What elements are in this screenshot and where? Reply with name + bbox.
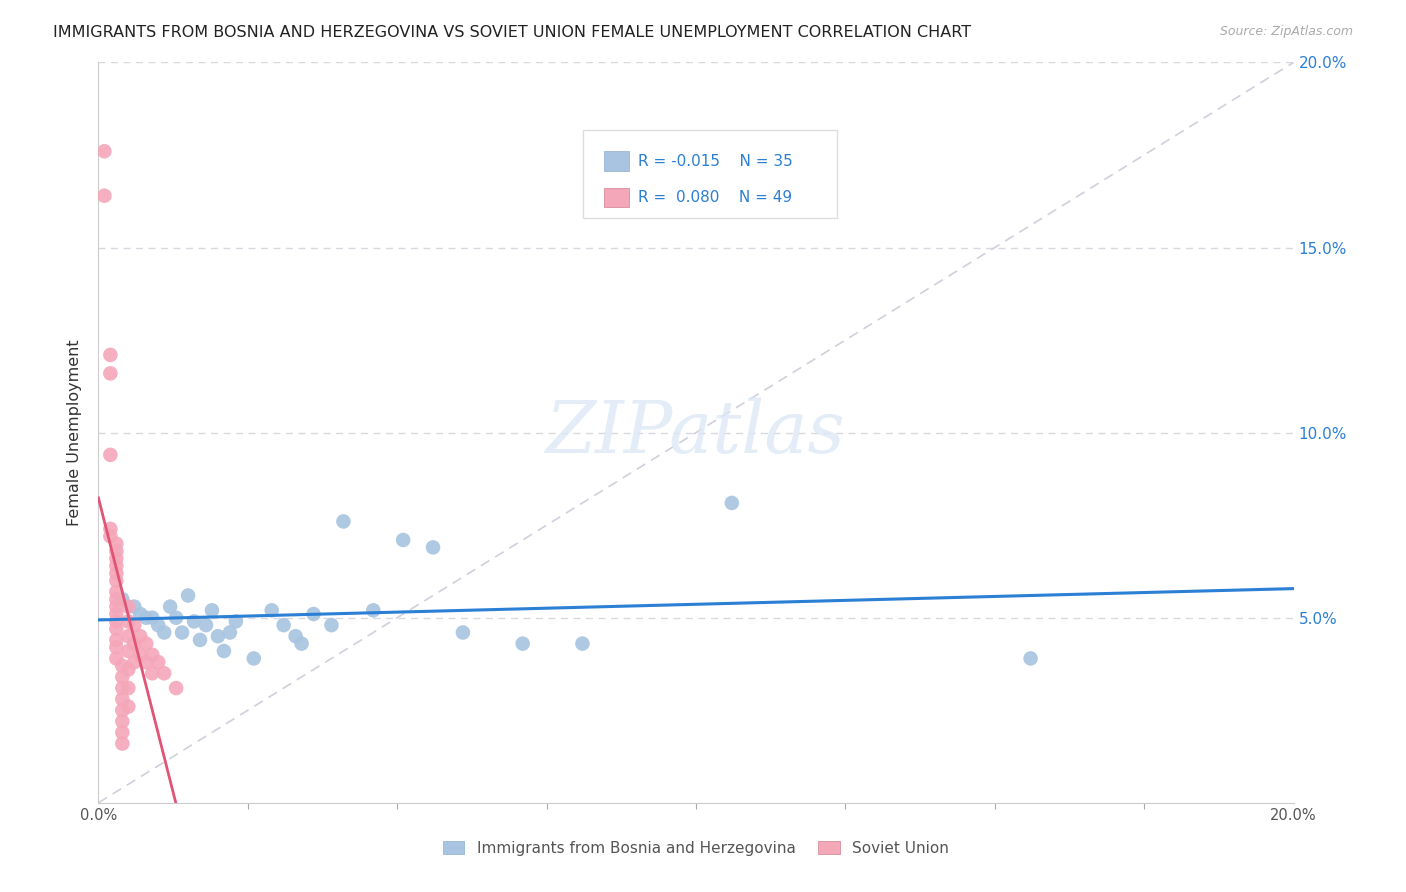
Point (1019, 651, 1042, 665)
Point (105, 574, 128, 588)
Point (124, 599, 146, 614)
Point (422, 541, 444, 555)
Point (105, 632, 128, 647)
Point (148, 618, 170, 632)
Point (124, 655, 146, 669)
Point (225, 615, 247, 629)
Point (219, 625, 242, 640)
Point (111, 725, 134, 739)
Point (124, 618, 146, 632)
Point (98, 522, 122, 536)
Point (302, 607, 325, 621)
Point (188, 632, 211, 647)
Point (332, 515, 354, 529)
Point (98, 367, 122, 381)
Point (111, 592, 134, 607)
Point (117, 599, 139, 614)
Point (141, 648, 163, 662)
Point (117, 615, 139, 629)
Point (117, 644, 139, 658)
Point (117, 663, 139, 677)
Point (273, 618, 295, 632)
Point (105, 592, 128, 607)
Y-axis label: Female Unemployment: Female Unemployment (67, 339, 83, 526)
Text: R =  0.080    N = 49: R = 0.080 N = 49 (638, 190, 792, 205)
Point (392, 533, 415, 547)
Point (291, 637, 314, 651)
Point (111, 703, 134, 717)
Point (135, 610, 157, 624)
Point (105, 544, 128, 558)
Point (135, 637, 157, 651)
Point (98, 348, 122, 362)
Point (512, 637, 534, 651)
Point (105, 536, 128, 550)
Point (243, 651, 266, 665)
Point (98, 448, 122, 462)
Point (111, 714, 134, 729)
Legend: Immigrants from Bosnia and Herzegovina, Soviet Union: Immigrants from Bosnia and Herzegovina, … (437, 835, 955, 862)
Point (105, 599, 128, 614)
Point (159, 599, 181, 614)
Point (363, 603, 385, 617)
Point (177, 589, 200, 603)
Point (183, 615, 205, 629)
Point (105, 615, 128, 629)
Point (148, 655, 170, 669)
Point (105, 551, 128, 566)
Point (111, 670, 134, 684)
Point (195, 618, 218, 632)
Point (93, 145, 115, 159)
Point (129, 648, 152, 662)
Point (105, 558, 128, 573)
Text: Source: ZipAtlas.com: Source: ZipAtlas.com (1219, 25, 1353, 38)
Point (111, 681, 134, 695)
Point (111, 737, 134, 751)
Point (451, 625, 474, 640)
Point (98, 529, 122, 543)
Point (153, 666, 176, 681)
Point (117, 699, 139, 714)
Point (117, 629, 139, 643)
Point (201, 603, 224, 617)
Text: ZIPatlas: ZIPatlas (546, 397, 846, 468)
Point (165, 681, 187, 695)
Point (129, 607, 152, 621)
Point (207, 629, 229, 643)
Point (153, 625, 176, 640)
Point (117, 681, 139, 695)
Point (721, 496, 744, 510)
Point (111, 692, 134, 706)
Point (105, 640, 128, 655)
Point (135, 655, 157, 669)
Point (284, 629, 307, 643)
Point (212, 644, 235, 658)
Point (105, 584, 128, 599)
Point (111, 658, 134, 673)
Point (93, 188, 115, 202)
Point (571, 637, 593, 651)
Point (124, 637, 146, 651)
Point (105, 622, 128, 636)
Point (141, 666, 163, 681)
Point (141, 610, 163, 624)
Point (260, 603, 283, 617)
Point (172, 625, 194, 640)
Point (129, 629, 152, 643)
Text: IMMIGRANTS FROM BOSNIA AND HERZEGOVINA VS SOVIET UNION FEMALE UNEMPLOYMENT CORRE: IMMIGRANTS FROM BOSNIA AND HERZEGOVINA V… (53, 25, 972, 40)
Point (105, 651, 128, 665)
Point (105, 607, 128, 621)
Point (165, 610, 187, 624)
Text: R = -0.015    N = 35: R = -0.015 N = 35 (638, 153, 793, 169)
Point (105, 566, 128, 581)
Point (321, 618, 343, 632)
